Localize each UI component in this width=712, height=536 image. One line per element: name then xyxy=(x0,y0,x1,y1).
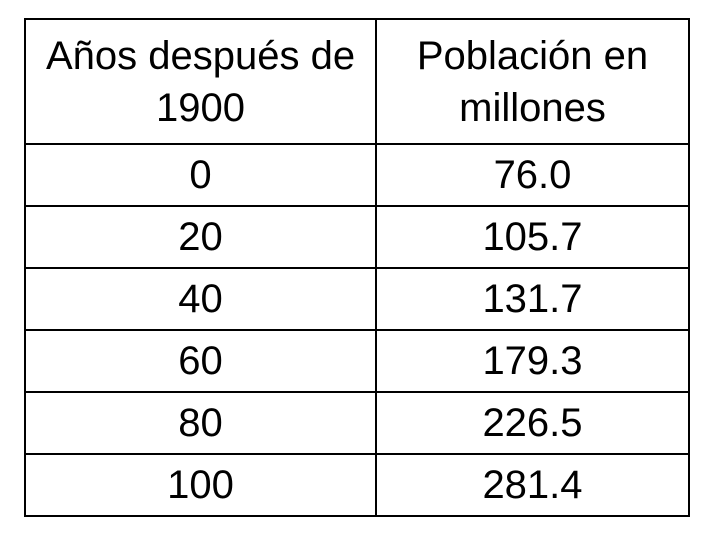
header-years: Años después de 1900 xyxy=(24,18,377,145)
table-row: 60 179.3 xyxy=(24,329,690,393)
cell-years: 60 xyxy=(24,329,377,393)
population-table-container: Años después de 1900 Población en millon… xyxy=(24,18,690,517)
table-row: 80 226.5 xyxy=(24,391,690,455)
cell-population: 179.3 xyxy=(375,329,690,393)
table-header-row: Años después de 1900 Población en millon… xyxy=(24,18,690,145)
cell-years: 40 xyxy=(24,267,377,331)
table-row: 40 131.7 xyxy=(24,267,690,331)
cell-population: 131.7 xyxy=(375,267,690,331)
header-population: Población en millones xyxy=(375,18,690,145)
table-row: 100 281.4 xyxy=(24,453,690,517)
cell-years: 20 xyxy=(24,205,377,269)
table-row: 20 105.7 xyxy=(24,205,690,269)
table-row: 0 76.0 xyxy=(24,143,690,207)
cell-years: 0 xyxy=(24,143,377,207)
cell-population: 281.4 xyxy=(375,453,690,517)
population-table: Años después de 1900 Población en millon… xyxy=(24,18,690,517)
cell-years: 100 xyxy=(24,453,377,517)
cell-population: 76.0 xyxy=(375,143,690,207)
cell-population: 226.5 xyxy=(375,391,690,455)
cell-years: 80 xyxy=(24,391,377,455)
cell-population: 105.7 xyxy=(375,205,690,269)
